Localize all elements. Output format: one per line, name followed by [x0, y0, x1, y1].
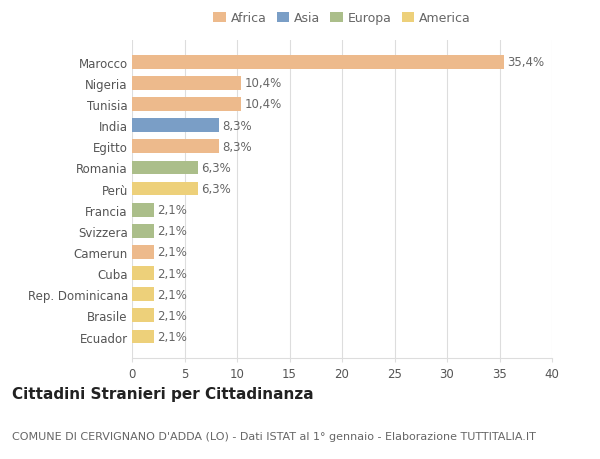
Bar — [132, 98, 241, 112]
Text: 2,1%: 2,1% — [157, 309, 187, 322]
Text: 2,1%: 2,1% — [157, 267, 187, 280]
Bar — [132, 56, 504, 69]
Text: 2,1%: 2,1% — [157, 288, 187, 301]
Text: 10,4%: 10,4% — [244, 98, 281, 111]
Bar — [132, 77, 241, 90]
Text: 2,1%: 2,1% — [157, 330, 187, 343]
Bar — [132, 224, 154, 238]
Bar — [132, 330, 154, 344]
Bar — [132, 309, 154, 323]
Bar — [132, 119, 219, 133]
Text: Cittadini Stranieri per Cittadinanza: Cittadini Stranieri per Cittadinanza — [12, 386, 314, 402]
Bar — [132, 161, 198, 175]
Text: 2,1%: 2,1% — [157, 204, 187, 217]
Text: 35,4%: 35,4% — [507, 56, 544, 69]
Bar — [132, 182, 198, 196]
Bar — [132, 267, 154, 280]
Text: 8,3%: 8,3% — [223, 140, 252, 153]
Text: 10,4%: 10,4% — [244, 77, 281, 90]
Legend: Africa, Asia, Europa, America: Africa, Asia, Europa, America — [211, 10, 473, 28]
Bar — [132, 203, 154, 217]
Bar — [132, 140, 219, 154]
Text: 6,3%: 6,3% — [202, 183, 231, 196]
Bar — [132, 246, 154, 259]
Text: COMUNE DI CERVIGNANO D'ADDA (LO) - Dati ISTAT al 1° gennaio - Elaborazione TUTTI: COMUNE DI CERVIGNANO D'ADDA (LO) - Dati … — [12, 431, 536, 441]
Text: 6,3%: 6,3% — [202, 162, 231, 174]
Text: 2,1%: 2,1% — [157, 225, 187, 238]
Text: 2,1%: 2,1% — [157, 246, 187, 259]
Bar — [132, 288, 154, 302]
Text: 8,3%: 8,3% — [223, 119, 252, 132]
